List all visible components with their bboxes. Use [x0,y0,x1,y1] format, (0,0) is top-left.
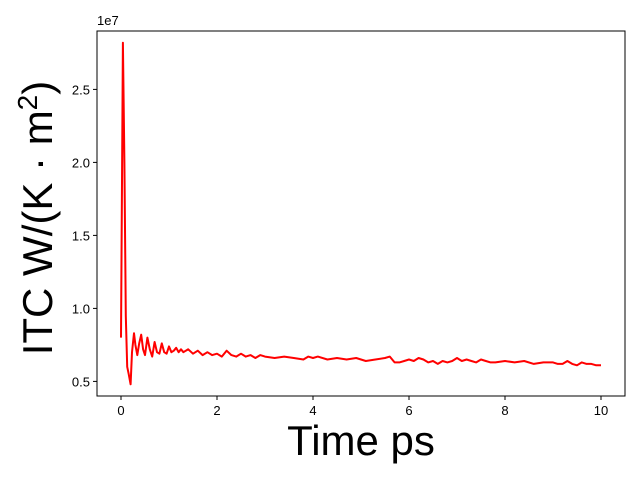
x-tick-label: 6 [405,403,412,418]
plot-area: 0 2 4 6 8 10 0.5 1.0 1.5 2.0 2.5 [72,30,626,418]
x-tick-label: 10 [594,403,608,418]
y-axis-title-superscript: 2 [12,95,43,111]
y-tick-label: 0.5 [72,374,90,389]
y-tick-label: 1.0 [72,301,90,316]
x-tick-label: 4 [309,403,316,418]
y-tick-label: 1.5 [72,228,90,243]
x-axis-title: Time ps [287,417,435,464]
y-offset-label: 1e7 [97,13,119,28]
y-axis-title-main: ITC W/(K · m [14,110,61,355]
x-tick-label: 0 [117,403,124,418]
y-axis-title-close: ) [14,81,61,95]
x-tick-label: 2 [213,403,220,418]
y-axis-title: ITC W/(K · m2) [12,81,62,356]
x-tick-label: 8 [501,403,508,418]
y-tick-label: 2.0 [72,155,90,170]
y-tick-label: 2.5 [72,82,90,97]
axes-frame [96,30,626,397]
series-line-1 [120,41,601,386]
